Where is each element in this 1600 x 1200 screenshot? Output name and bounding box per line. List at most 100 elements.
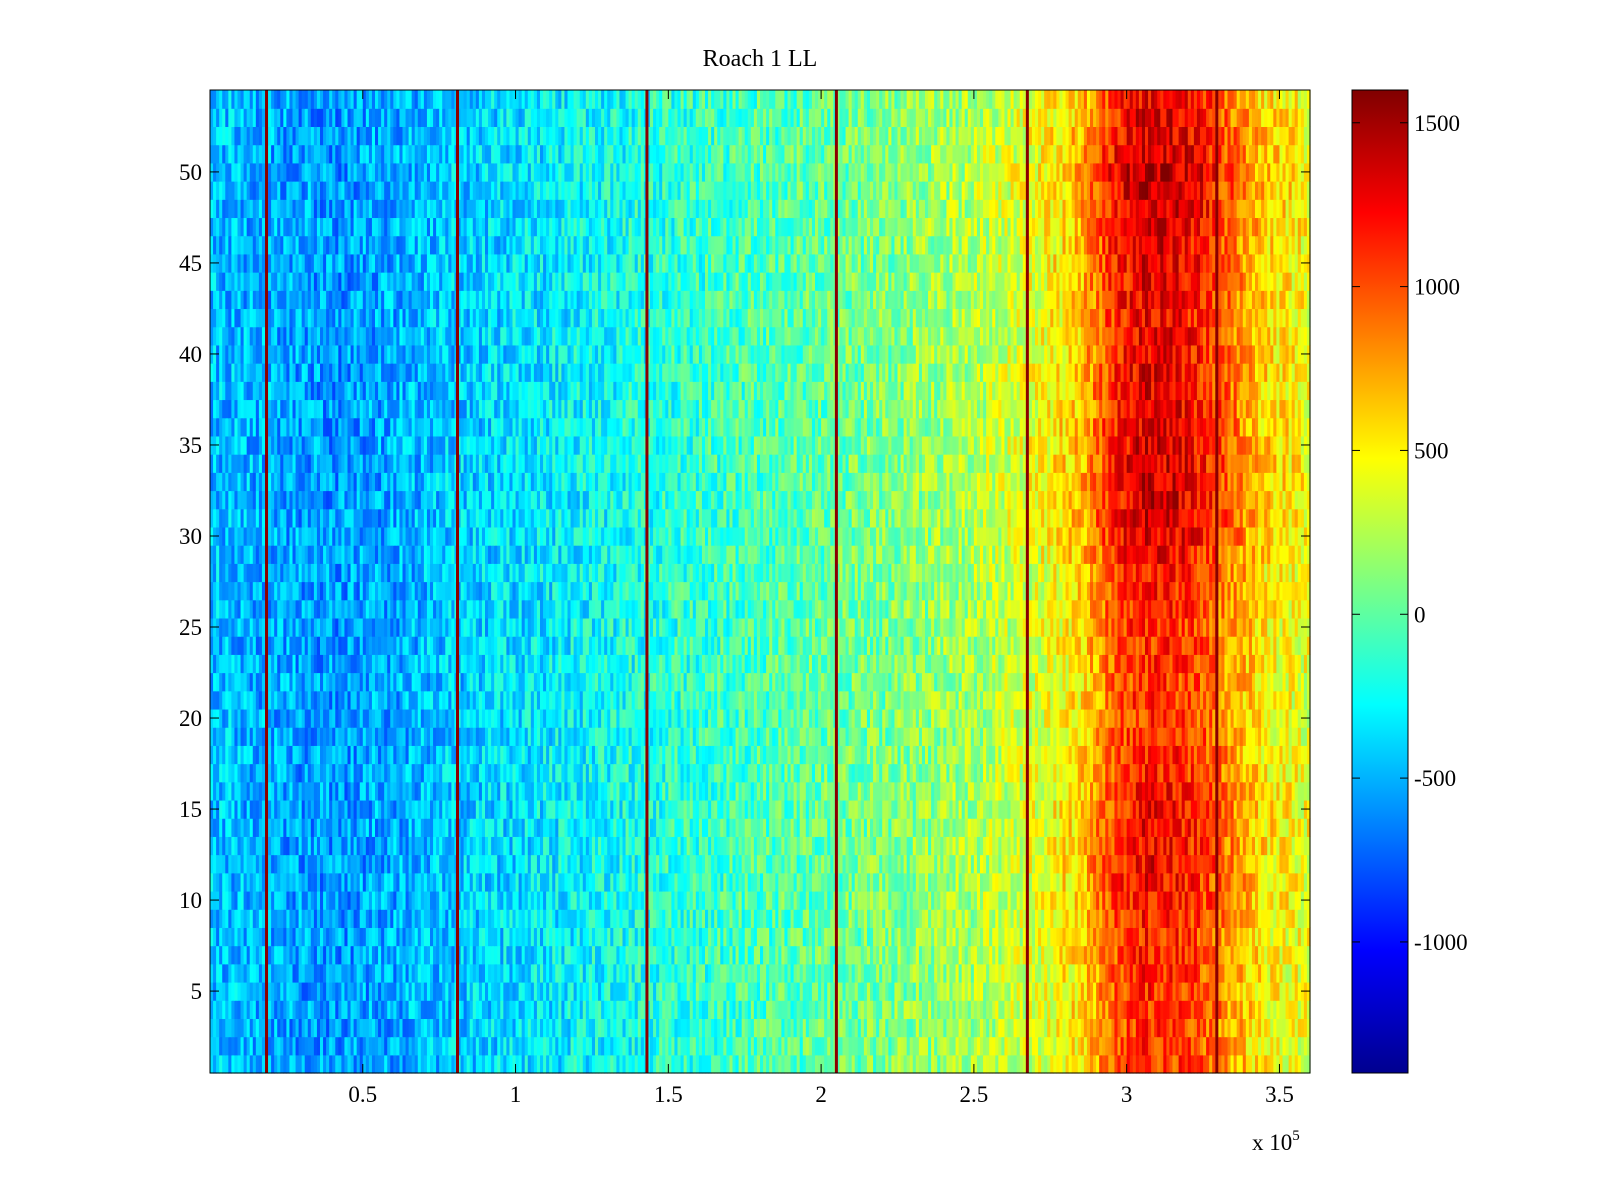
- heatmap-cell: [1038, 1054, 1042, 1074]
- heatmap-cell: [591, 1054, 596, 1074]
- heatmap-cell: [595, 890, 599, 910]
- heatmap-cell: [1306, 836, 1311, 856]
- heatmap-cell: [1178, 836, 1183, 856]
- heatmap-cell: [958, 1036, 963, 1056]
- heatmap-cell: [533, 927, 538, 947]
- heatmap-cell: [362, 1054, 367, 1074]
- heatmap-cell: [1074, 1054, 1079, 1074]
- heatmap-cell: [518, 854, 523, 874]
- heatmap-cell: [1239, 909, 1244, 928]
- heatmap-cell: [799, 963, 804, 983]
- heatmap-cell: [1080, 1036, 1085, 1056]
- heatmap-cell: [689, 927, 694, 947]
- heatmap-cell: [769, 981, 773, 1001]
- heatmap-cell: [436, 1036, 440, 1056]
- heatmap-cell: [1200, 836, 1204, 856]
- heatmap-cell: [909, 927, 914, 947]
- heatmap-cell: [1190, 927, 1195, 947]
- heatmap-cell: [876, 1054, 880, 1074]
- heatmap-cell: [1062, 854, 1067, 874]
- heatmap-cell: [1196, 1000, 1201, 1019]
- heatmap-cell: [873, 1054, 877, 1074]
- heatmap-cell: [628, 854, 633, 874]
- heatmap-cell: [646, 1054, 651, 1074]
- heatmap-cell: [665, 1036, 669, 1056]
- heatmap-cell: [983, 836, 987, 856]
- heatmap-cell: [249, 1054, 254, 1074]
- heatmap-cell: [1236, 963, 1241, 983]
- heatmap-cell: [1169, 981, 1174, 1001]
- heatmap-cell: [1255, 927, 1259, 947]
- heatmap-cell: [1206, 945, 1210, 965]
- heatmap-cell: [338, 1018, 342, 1038]
- heatmap-cell: [1148, 1000, 1152, 1019]
- heatmap-cell: [1224, 1000, 1229, 1019]
- heatmap-cell: [1031, 854, 1036, 874]
- heatmap-cell: [906, 909, 911, 928]
- heatmap-cell: [714, 1036, 718, 1056]
- heatmap-cell: [992, 890, 996, 910]
- heatmap-cell: [870, 945, 874, 965]
- heatmap-cell: [1212, 927, 1216, 947]
- heatmap-cell: [943, 1036, 947, 1056]
- heatmap-cell: [1016, 818, 1021, 837]
- heatmap-cell: [802, 854, 807, 874]
- heatmap-cell: [1157, 963, 1161, 983]
- heatmap-cell: [249, 1036, 254, 1056]
- heatmap-cell: [387, 818, 391, 837]
- heatmap-cell: [405, 1000, 410, 1019]
- heatmap-cell: [619, 1000, 624, 1019]
- heatmap-cell: [628, 909, 633, 928]
- heatmap-cell: [1267, 1036, 1271, 1056]
- heatmap-cell: [500, 836, 504, 856]
- heatmap-cell: [588, 945, 593, 965]
- heatmap-cell: [1221, 909, 1226, 928]
- heatmap-cell: [897, 836, 902, 856]
- heatmap-cell: [656, 1054, 660, 1074]
- heatmap-cell: [1120, 836, 1125, 856]
- heatmap-cell: [420, 818, 425, 837]
- heatmap-cell: [760, 890, 764, 910]
- heatmap-cell: [882, 818, 886, 837]
- heatmap-cell: [1090, 1054, 1094, 1074]
- heatmap-cell: [1105, 981, 1109, 1001]
- heatmap-cell: [1028, 854, 1033, 874]
- heatmap-cell: [540, 818, 544, 837]
- heatmap-cell: [1053, 1054, 1057, 1074]
- heatmap-cell: [332, 981, 336, 1001]
- heatmap-cell: [1016, 927, 1021, 947]
- heatmap-cell: [964, 1000, 969, 1019]
- heatmap-cell: [481, 854, 486, 874]
- heatmap-cell: [433, 854, 437, 874]
- heatmap-cell: [408, 1054, 413, 1074]
- heatmap-cell: [1105, 1018, 1109, 1038]
- heatmap-cell: [210, 1054, 214, 1074]
- heatmap-cell: [790, 854, 795, 874]
- heatmap-cell: [570, 1036, 575, 1056]
- heatmap-cell: [1163, 1036, 1167, 1056]
- heatmap-cell: [316, 1000, 321, 1019]
- heatmap-cell: [1007, 981, 1012, 1001]
- heatmap-cell: [674, 1018, 679, 1038]
- heatmap-cell: [258, 836, 263, 856]
- heatmap-cell: [1190, 872, 1195, 892]
- heatmap-cell: [769, 818, 773, 837]
- heatmap-cell: [744, 927, 749, 947]
- heatmap-cell: [353, 836, 358, 856]
- heatmap-cell: [1004, 872, 1009, 892]
- heatmap-cell: [320, 963, 324, 983]
- heatmap-cell: [225, 818, 229, 837]
- heatmap-cell: [1233, 927, 1238, 947]
- heatmap-cell: [879, 1036, 883, 1056]
- heatmap-cell: [1108, 981, 1112, 1001]
- heatmap-cell: [735, 981, 740, 1001]
- heatmap-cell: [335, 1036, 339, 1056]
- heatmap-cell: [705, 909, 709, 928]
- heatmap-cell: [1190, 1018, 1195, 1038]
- heatmap-cell: [1001, 981, 1006, 1001]
- heatmap-cell: [698, 945, 703, 965]
- heatmap-cell: [857, 1018, 862, 1038]
- heatmap-cell: [430, 836, 434, 856]
- heatmap-cell: [1206, 1054, 1210, 1074]
- heatmap-cell: [1071, 872, 1076, 892]
